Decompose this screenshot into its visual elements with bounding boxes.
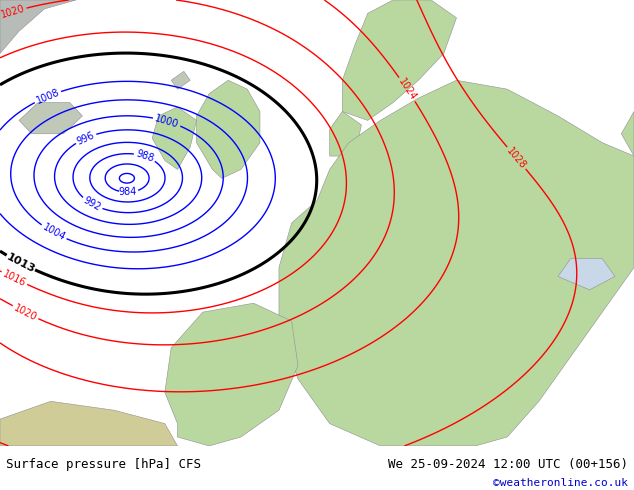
Polygon shape	[197, 80, 260, 178]
Text: 1000: 1000	[153, 113, 180, 129]
Text: 1008: 1008	[34, 87, 61, 106]
Text: 984: 984	[118, 187, 136, 197]
Polygon shape	[152, 107, 197, 170]
Text: 1013: 1013	[4, 251, 37, 274]
Text: We 25-09-2024 12:00 UTC (00+156): We 25-09-2024 12:00 UTC (00+156)	[387, 458, 628, 471]
Polygon shape	[0, 401, 178, 446]
Text: 1020: 1020	[12, 302, 39, 322]
Text: 1020: 1020	[0, 3, 26, 20]
Text: 1004: 1004	[41, 222, 67, 243]
Text: 996: 996	[75, 130, 96, 147]
Polygon shape	[171, 72, 190, 89]
Polygon shape	[330, 112, 361, 156]
Text: 1016: 1016	[1, 269, 27, 288]
Polygon shape	[165, 303, 298, 446]
Text: 988: 988	[134, 149, 155, 164]
Polygon shape	[279, 80, 634, 446]
Text: 1028: 1028	[505, 146, 528, 171]
Text: Surface pressure [hPa] CFS: Surface pressure [hPa] CFS	[6, 458, 202, 471]
Text: 1024: 1024	[396, 76, 418, 102]
Polygon shape	[342, 0, 456, 121]
Polygon shape	[621, 112, 634, 156]
Text: ©weatheronline.co.uk: ©weatheronline.co.uk	[493, 478, 628, 488]
Text: 992: 992	[82, 195, 103, 213]
Polygon shape	[0, 0, 76, 53]
Polygon shape	[19, 102, 82, 134]
Polygon shape	[558, 259, 615, 290]
